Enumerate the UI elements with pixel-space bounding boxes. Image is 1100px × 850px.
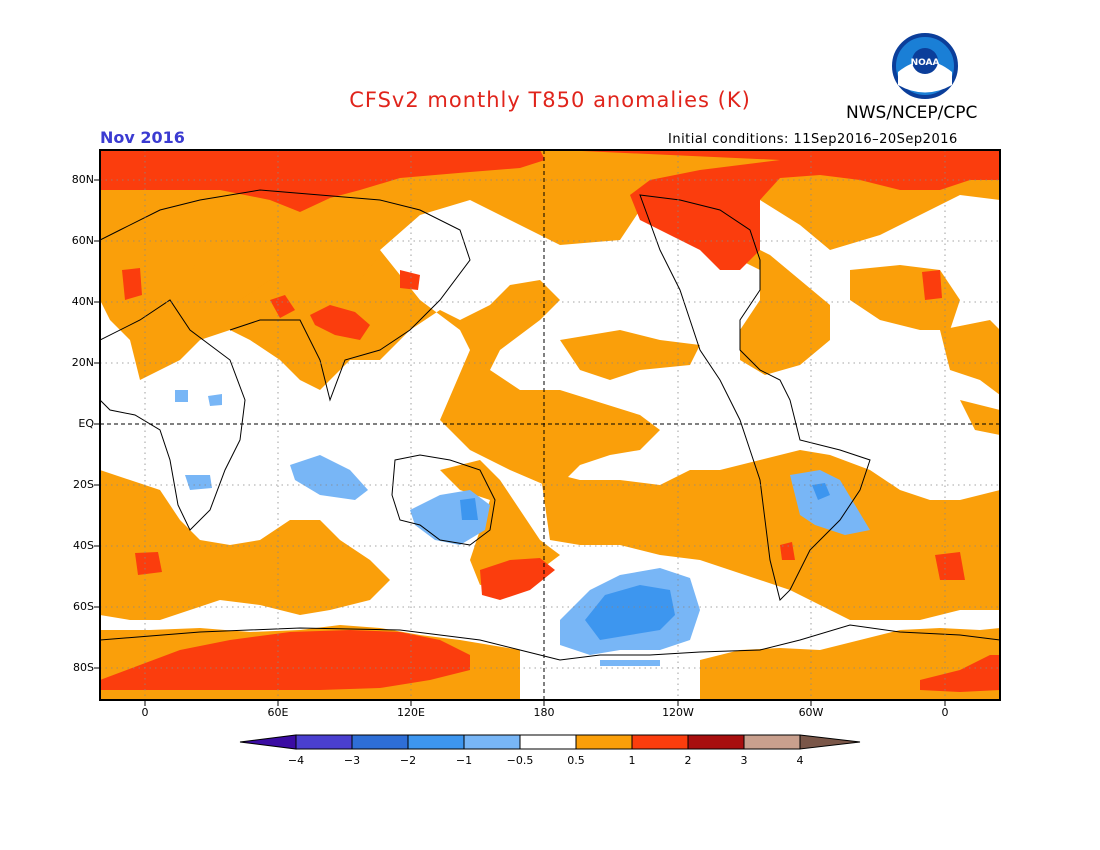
colorbar-label: −2 [399, 754, 417, 767]
colorbar-bin [351, 734, 409, 750]
colorbar-label: −3 [343, 754, 361, 767]
svg-text:NOAA: NOAA [911, 58, 940, 68]
colorbar-bin [575, 734, 633, 750]
agency-label: NWS/NCEP/CPC [846, 103, 978, 123]
colorbar-bin [687, 734, 745, 750]
colorbar-bin [519, 734, 577, 750]
anomaly-map [100, 150, 1000, 700]
colorbar-label: −1 [455, 754, 473, 767]
lon-tick-label: 120W [662, 706, 694, 719]
colorbar-bin [631, 734, 689, 750]
lon-tick-label: 60E [267, 706, 289, 719]
lon-tick-label: 120E [397, 706, 425, 719]
colorbar-bin [407, 734, 465, 750]
lat-tick-label: 60S [73, 600, 94, 613]
lat-tick-label: 60N [71, 234, 94, 247]
colorbar-bin [743, 734, 801, 750]
colorbar [239, 734, 861, 750]
lon-tick-label: 0 [141, 706, 149, 719]
lat-tick-label: 20S [73, 478, 94, 491]
noaa-logo: NOAA [892, 33, 958, 99]
colorbar-label: 3 [740, 754, 748, 767]
colorbar-bin [463, 734, 521, 750]
colorbar-label: −0.5 [506, 754, 534, 767]
colorbar-label: 0.5 [567, 754, 585, 767]
anomaly-contours-neg-1-2 [460, 483, 830, 640]
valid-month: Nov 2016 [100, 128, 185, 147]
coastlines [100, 189, 1000, 661]
lat-tick-label: EQ [78, 417, 94, 430]
colorbar-label: 2 [684, 754, 692, 767]
reference-lines [100, 150, 1000, 700]
lat-tick-label: 80S [73, 661, 94, 674]
anomaly-contours-1-2 [100, 150, 1000, 692]
colorbar-label: −4 [287, 754, 305, 767]
colorbar-label: 4 [796, 754, 804, 767]
axis-ticks [94, 179, 946, 706]
initial-conditions: Initial conditions: 11Sep2016–20Sep2016 [668, 132, 958, 147]
lon-tick-label: 180 [533, 706, 555, 719]
lon-tick-label: 60W [798, 706, 824, 719]
colorbar-right-arrow [799, 734, 861, 750]
map-frame [99, 149, 1001, 701]
lat-tick-label: 40N [71, 295, 94, 308]
colorbar-label: 1 [628, 754, 636, 767]
lon-tick-label: 0 [941, 706, 949, 719]
colorbar-left-arrow [239, 734, 297, 750]
lat-tick-label: 20N [71, 356, 94, 369]
gridlines [100, 150, 1000, 700]
colorbar-bin [295, 734, 353, 750]
lat-tick-label: 80N [71, 173, 94, 186]
lat-tick-label: 40S [73, 539, 94, 552]
map-title: CFSv2 monthly T850 anomalies (K) [349, 88, 751, 112]
